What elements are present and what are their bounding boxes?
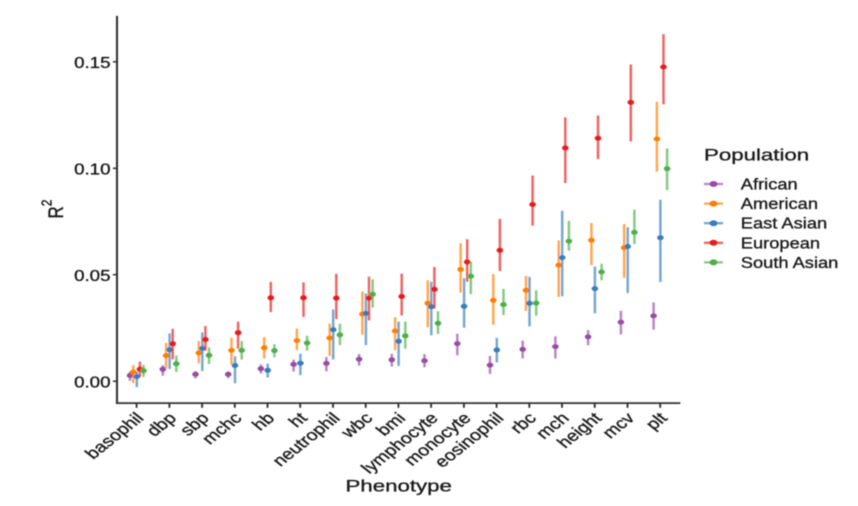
svg-text:European: European xyxy=(741,235,820,252)
svg-text:African: African xyxy=(741,176,798,193)
svg-text:American: American xyxy=(741,195,818,212)
svg-text:0.15: 0.15 xyxy=(74,53,110,71)
svg-text:Phenotype: Phenotype xyxy=(345,477,451,496)
svg-text:0.05: 0.05 xyxy=(74,266,110,284)
svg-text:East Asian: East Asian xyxy=(741,215,827,232)
svg-text:0.00: 0.00 xyxy=(74,373,110,391)
svg-text:South Asian: South Asian xyxy=(741,254,839,271)
svg-text:0.10: 0.10 xyxy=(74,160,110,178)
svg-text:Population: Population xyxy=(704,146,809,165)
